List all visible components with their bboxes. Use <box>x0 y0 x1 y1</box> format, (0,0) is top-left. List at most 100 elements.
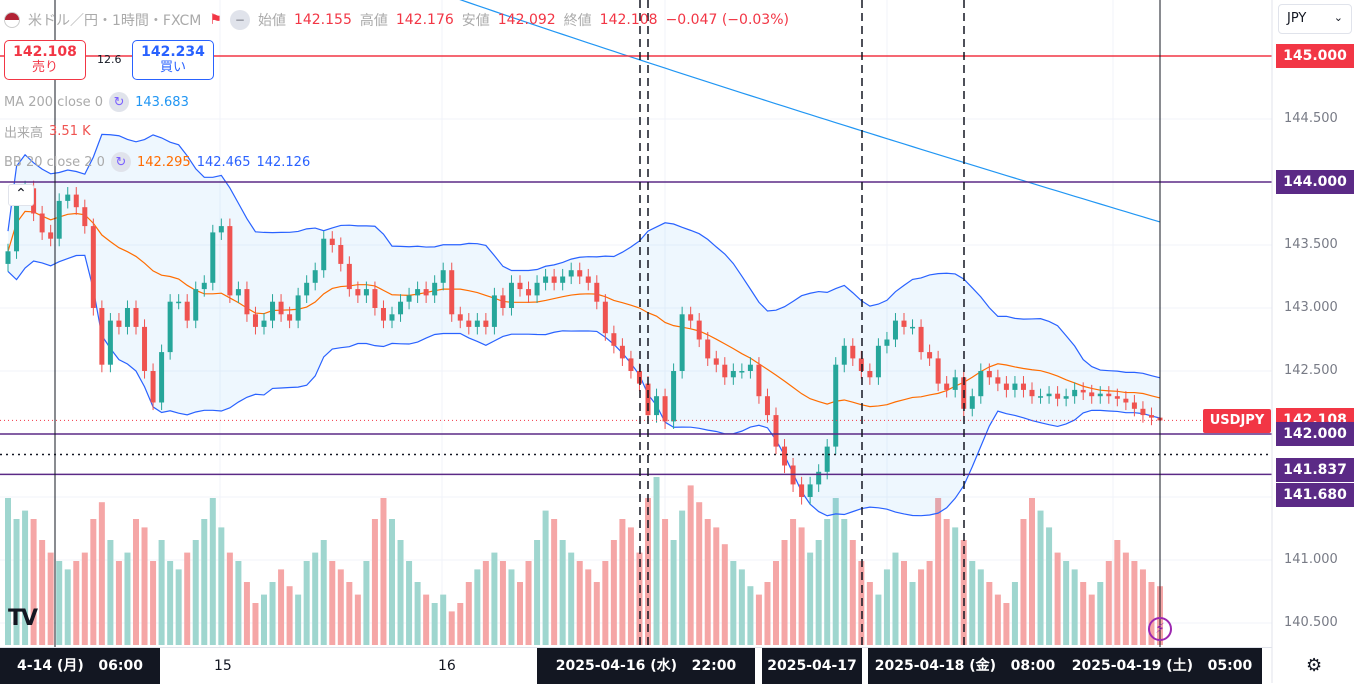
flag-icon[interactable]: ⚑ <box>209 12 222 28</box>
volume-bar <box>389 519 395 645</box>
price-tick-label: 144.500 <box>1284 111 1338 126</box>
time-label-1-text: 06:00 <box>98 658 143 674</box>
candle-body <box>39 213 45 233</box>
volume-bar <box>1037 510 1044 645</box>
volume-bar <box>226 552 233 645</box>
candle-body <box>901 320 907 327</box>
candle-body <box>1131 402 1137 409</box>
candle-body <box>1080 389 1086 393</box>
candle-body <box>261 320 267 327</box>
candle-body <box>210 232 216 283</box>
candle-body <box>287 314 293 321</box>
volume-bar <box>474 569 481 645</box>
settings-icon[interactable]: ⚙ <box>1306 655 1323 676</box>
volume-bar <box>747 586 754 645</box>
candle-body <box>1148 415 1154 418</box>
candle-body <box>756 364 762 397</box>
volume-bar <box>440 594 447 645</box>
volume-bar <box>337 569 344 645</box>
candle-body <box>986 371 992 378</box>
sell-button[interactable]: 142.108 売り <box>4 40 86 80</box>
candle-body <box>1063 396 1069 399</box>
candle-body <box>1114 396 1120 399</box>
candle-body <box>867 371 873 378</box>
low-label: 安値 <box>461 13 490 29</box>
volume-bar <box>645 498 651 645</box>
candle-body <box>602 301 608 334</box>
candle-body <box>1089 392 1095 397</box>
volume-bar <box>1148 582 1155 645</box>
volume-bar <box>909 582 916 645</box>
tradingview-logo-icon[interactable]: TV <box>8 606 38 631</box>
candle-body <box>201 282 207 290</box>
time-label-8-text: 08:00 <box>1010 658 1056 674</box>
candle-body <box>671 371 677 422</box>
volume-bar <box>354 594 361 645</box>
bb-legend[interactable]: BB 20 close 2 0 ↻ 142.295 142.465 142.12… <box>4 152 310 172</box>
candle-body <box>124 308 130 327</box>
candle-body <box>415 289 421 296</box>
volume-bar <box>986 582 993 645</box>
candle-body <box>764 396 770 416</box>
currency-value: JPY <box>1287 11 1307 26</box>
chevron-down-icon: ⌄ <box>1333 11 1343 24</box>
candle-body <box>227 226 233 296</box>
bb-settings-icon[interactable]: ↻ <box>110 152 131 172</box>
candle-body <box>918 326 924 353</box>
bb-basis-value: 142.295 <box>136 154 191 170</box>
close-label: 終値 <box>563 13 592 29</box>
candle-body <box>807 484 813 497</box>
candle-body <box>65 194 71 201</box>
volume-bar <box>209 498 216 645</box>
candle-body <box>184 301 190 321</box>
candle-body <box>927 352 933 359</box>
ma-settings-icon[interactable]: ↻ <box>109 92 130 112</box>
currency-select[interactable]: JPY ⌄ <box>1278 4 1352 34</box>
time-label-10-text: 05:00 <box>1207 658 1253 674</box>
volume-legend[interactable]: 出来高 3.51 K <box>4 122 91 141</box>
price-tag: 145.000 <box>1276 44 1354 68</box>
volume-bar <box>133 519 139 645</box>
candle-body <box>329 238 335 245</box>
candle-body <box>1106 393 1112 397</box>
buy-price: 142.234 <box>141 44 205 60</box>
hide-icon[interactable]: − <box>229 10 250 30</box>
volume-bar <box>781 540 788 645</box>
volume-bar <box>1046 527 1053 645</box>
volume-bar <box>423 594 430 645</box>
volume-bar <box>380 498 387 645</box>
volume-bar <box>525 561 532 645</box>
volume-bar <box>764 582 771 645</box>
lightning-icon[interactable]: ⚡ <box>1148 617 1172 641</box>
candle-body <box>884 339 890 346</box>
candle-body <box>1123 398 1129 403</box>
candle-body <box>645 383 651 416</box>
volume-bar <box>482 561 489 645</box>
candle-body <box>517 282 523 290</box>
volume-bar <box>1003 603 1010 645</box>
volume-bar <box>1020 519 1027 645</box>
volume-bar <box>576 561 583 645</box>
collapse-legend-icon[interactable]: ⌃ <box>8 184 34 206</box>
candle-body <box>551 276 557 283</box>
volume-bar <box>977 569 984 645</box>
volume-bar <box>431 603 438 645</box>
volume-bar <box>935 498 942 645</box>
candle-body <box>14 194 20 252</box>
volume-bar <box>158 540 165 645</box>
candle-body <box>824 446 830 472</box>
volume-bar <box>64 569 71 645</box>
volume-bar <box>175 569 182 645</box>
volume-bar <box>1097 582 1104 645</box>
symbol-title[interactable]: 米ドル／円・1時間・FXCM <box>28 13 202 29</box>
candle-body <box>73 194 79 208</box>
candle-body <box>585 276 591 283</box>
candle-body <box>995 377 1001 384</box>
time-axis[interactable]: 4-14 (月) 06:00 15 16 2025-04-16 (水) 22:0… <box>0 647 1272 684</box>
buy-button[interactable]: 142.234 買い <box>132 40 214 80</box>
ma-legend[interactable]: MA 200 close 0 ↻ 143.683 <box>4 92 189 112</box>
candle-body <box>389 314 395 321</box>
bb-upper-line <box>7 133 1161 379</box>
candle-body <box>99 308 105 365</box>
